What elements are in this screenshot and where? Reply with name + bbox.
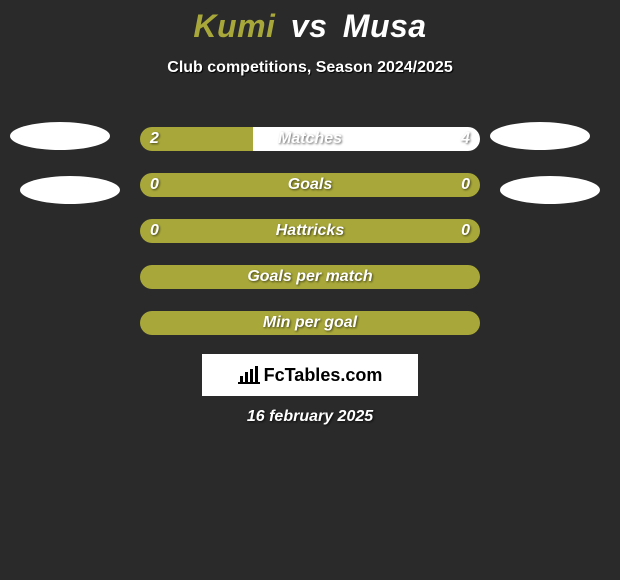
logo-text: FcTables.com [264,365,383,386]
stat-bar-track [140,127,480,151]
subtitle: Club competitions, Season 2024/2025 [0,59,620,77]
stat-row: Goals00 [0,161,620,207]
page-title: Kumi vs Musa [0,0,620,45]
stat-bar-left [140,311,480,335]
stat-bar-left [140,265,480,289]
stat-bar-track [140,173,480,197]
stat-row: Matches24 [0,115,620,161]
stat-value-right: 0 [461,173,470,197]
vs-label: vs [291,8,328,44]
stat-value-left: 0 [150,173,159,197]
stat-value-right: 0 [461,219,470,243]
stat-bar-track [140,311,480,335]
stat-value-left: 0 [150,219,159,243]
stat-bar-right [253,127,480,151]
logo-box: FcTables.com [202,354,418,396]
stat-value-right: 4 [461,127,470,151]
comparison-widget: Kumi vs Musa Club competitions, Season 2… [0,0,620,580]
stat-row: Hattricks00 [0,207,620,253]
player1-name: Kumi [193,8,275,44]
stat-row: Goals per match [0,253,620,299]
footer-date: 16 february 2025 [0,408,620,426]
stat-value-left: 2 [150,127,159,151]
stat-bar-left [140,219,480,243]
stat-rows: Matches24Goals00Hattricks00Goals per mat… [0,115,620,345]
logo: FcTables.com [238,365,383,386]
stat-bar-track [140,219,480,243]
player2-name: Musa [343,8,427,44]
stat-bar-track [140,265,480,289]
bars-icon [238,366,260,384]
stat-row: Min per goal [0,299,620,345]
stat-bar-left [140,173,480,197]
